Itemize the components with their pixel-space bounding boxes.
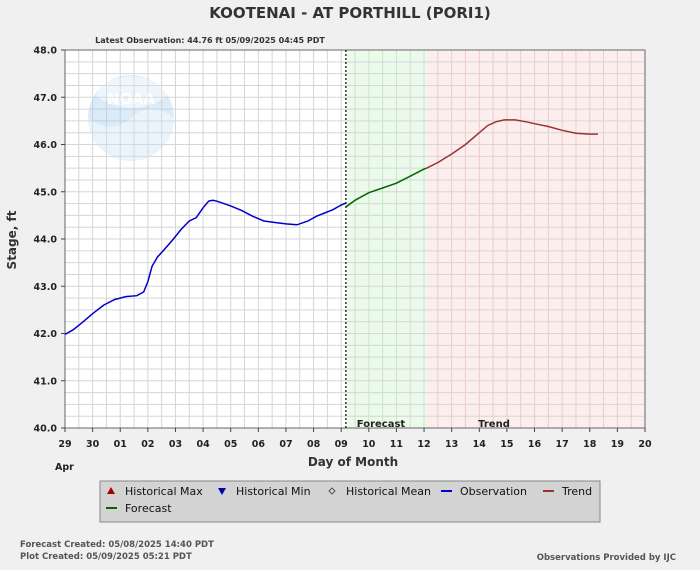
legend-observation-label: Observation (460, 485, 527, 498)
y-tick-label: 46.0 (34, 140, 58, 151)
x-tick-label: 06 (252, 439, 266, 450)
noaa-logo-watermark: NOAA (88, 75, 174, 161)
zone-labels: Forecast Trend (357, 419, 510, 430)
y-tick-label: 41.0 (34, 376, 58, 387)
x-tick-label: 12 (417, 439, 430, 450)
legend-historical-mean-label: Historical Mean (346, 485, 431, 498)
y-axis-ticks: 40.0 41.0 42.0 43.0 44.0 45.0 46.0 47.0 48.0 (34, 46, 65, 435)
y-tick-label: 48.0 (34, 46, 58, 57)
y-axis-label: Stage, ft (5, 210, 19, 269)
legend-historical-min-marker (218, 488, 226, 495)
legend-trend: Trend (543, 485, 592, 498)
x-tick-label: 30 (86, 439, 100, 450)
y-tick-label: 40.0 (34, 424, 58, 435)
legend: Historical Max Historical Min Historical M… (99, 480, 601, 523)
latest-observation-note: Latest Observation: 44.76 ft 05/09/2025 … (95, 36, 325, 45)
x-tick-label: 13 (445, 439, 458, 450)
legend-forecast-label: Forecast (125, 502, 172, 515)
series-observation (64, 199, 347, 336)
legend-historical-max-label: Historical Max (125, 485, 203, 498)
x-tick-label: 11 (390, 439, 403, 450)
y-tick-label: 47.0 (34, 93, 58, 104)
y-tick-label: 43.0 (34, 282, 58, 293)
zone-label-forecast: Forecast (357, 419, 406, 430)
x-tick-label: 17 (556, 439, 569, 450)
x-tick-label: 04 (196, 439, 210, 450)
y-tick-label: 42.0 (34, 329, 58, 340)
x-tick-label: 07 (279, 439, 292, 450)
x-tick-label: 18 (583, 439, 597, 450)
x-tick-label: 16 (528, 439, 542, 450)
noaa-logo-text: NOAA (107, 90, 156, 108)
x-axis-ticks: 29 30 01 02 03 04 05 06 07 08 09 10 11 12 13 14 15 16 17 18… (58, 428, 652, 450)
forecast-created-note: Forecast Created: 05/08/2025 14:40 PDT (20, 540, 214, 550)
legend-forecast: Forecast (106, 502, 172, 515)
x-tick-label: 10 (362, 439, 376, 450)
x-tick-label: 20 (638, 439, 652, 450)
legend-observation: Observation (441, 485, 527, 498)
x-tick-label: 05 (224, 439, 237, 450)
y-tick-label: 45.0 (34, 187, 58, 198)
legend-historical-min: Historical Min (218, 485, 311, 498)
y-tick-label: 44.0 (34, 235, 58, 246)
legend-historical-mean: Historical Mean (328, 485, 431, 498)
legend-trend-label: Trend (561, 485, 592, 498)
grid-lines (64, 49, 646, 429)
x-tick-label: 14 (473, 439, 487, 450)
x-axis-label: Day of Month (308, 455, 398, 469)
x-tick-label: 19 (611, 439, 624, 450)
zone-label-trend: Trend (478, 419, 510, 430)
legend-historical-max-marker (107, 487, 115, 494)
series-trend (426, 119, 598, 169)
x-tick-label: 15 (500, 439, 513, 450)
x-tick-label: 03 (169, 439, 182, 450)
data-series (64, 119, 598, 336)
legend-historical-max: Historical Max (107, 485, 203, 498)
x-tick-label: 29 (58, 439, 71, 450)
month-label: Apr (55, 462, 74, 473)
legend-historical-min-label: Historical Min (236, 485, 311, 498)
x-tick-label: 02 (141, 439, 154, 450)
plot-created-note: Plot Created: 05/09/2025 05:21 PDT (20, 552, 192, 562)
data-provider-note: Observations Provided by IJC (537, 553, 676, 563)
x-tick-label: 09 (335, 439, 348, 450)
x-tick-label: 01 (114, 439, 127, 450)
series-forecast (345, 167, 428, 208)
x-tick-label: 08 (307, 439, 321, 450)
legend-historical-mean-marker (328, 487, 336, 495)
chart-title: KOOTENAI - AT PORTHILL (PORI1) (209, 4, 491, 22)
